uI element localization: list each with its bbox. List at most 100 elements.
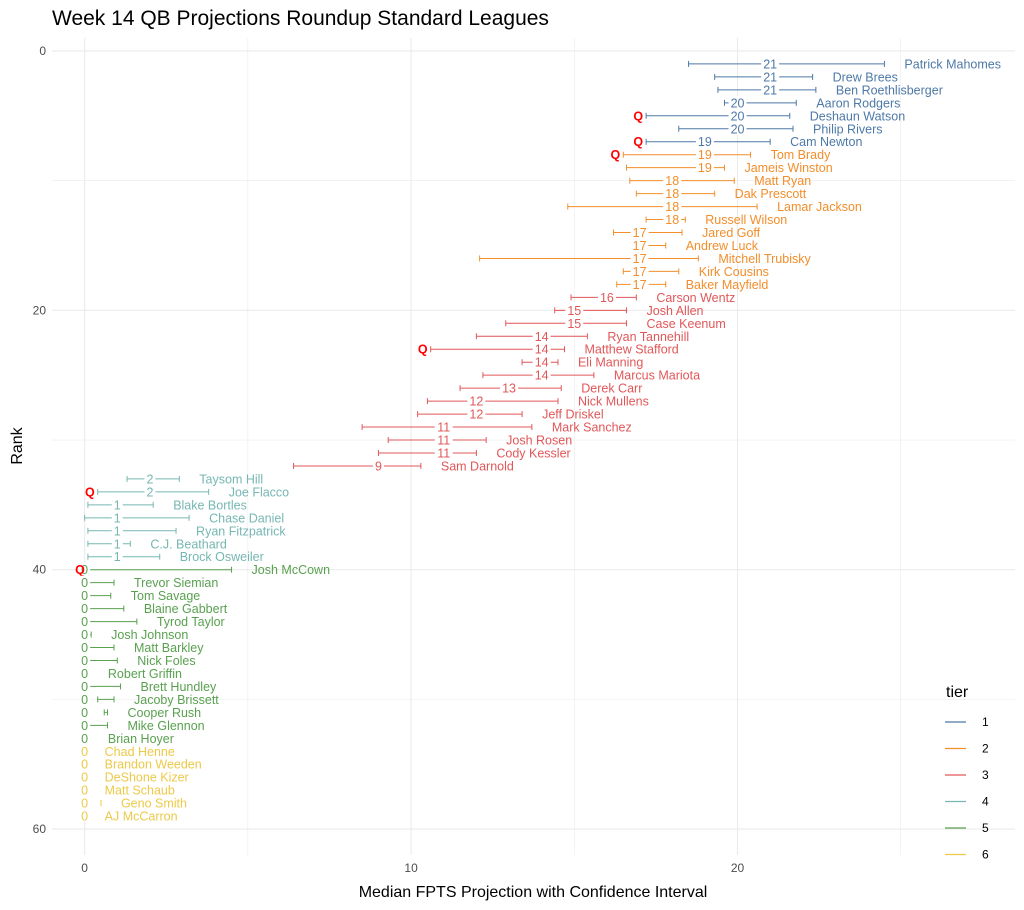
player-name-label: Matt Barkley [134,641,204,655]
data-point: 20 Aaron Rodgers [723,95,900,110]
value-label-bg [79,731,91,745]
legend-item: 1 [945,715,989,729]
player-name-label: Dak Prescott [735,187,807,201]
player-name-label: Ryan Tannehill [607,330,689,344]
value-label-bg [79,653,91,667]
data-point: 0 AJ McCarron [79,809,178,824]
data-point: 12 Nick Mullens [426,394,649,409]
data-point: 0 Nick Foles [79,653,196,668]
data-point: 11 Josh Rosen [387,433,572,448]
player-name-label: Case Keenum [647,317,726,331]
value-label: 0 [81,810,88,824]
player-name-label: Brandon Weeden [105,758,202,772]
value-label: 0 [81,589,88,603]
data-point: 21 Drew Brees [714,69,898,84]
value-label: 0 [81,784,88,798]
data-point: 0 Geno Smith [79,796,187,811]
value-label: 11 [437,446,450,460]
value-label: 0 [81,654,88,668]
player-name-label: Jacoby Brissett [134,693,219,707]
value-label-bg [79,770,91,784]
value-label: 20 [731,109,745,123]
value-label: 1 [114,524,121,538]
legend-item: 3 [945,768,989,782]
data-point: 17 Baker Mayfield [616,277,768,292]
data-point: 11 Mark Sanchez [361,420,632,435]
value-label-bg [663,173,682,187]
value-label: 17 [633,226,647,240]
data-point: 0 Mike Glennon [79,718,205,733]
value-label-bg [467,407,486,421]
data-point: 15 Josh Allen [554,303,704,318]
player-name-label: Josh Rosen [506,434,572,448]
value-label-bg [144,484,156,498]
player-name-label: Brian Hoyer [108,732,174,746]
player-name-label: Tyrod Taylor [157,615,225,629]
value-label-bg [434,445,453,459]
player-name-label: Russell Wilson [705,213,787,227]
data-point: 1 Brock Osweiler [87,549,264,564]
value-label-bg [79,614,91,628]
value-label-bg [434,433,453,447]
value-label: 18 [665,187,679,201]
value-label: 14 [535,343,549,357]
player-name-label: Matthew Stafford [585,343,679,357]
data-point: 16 Carson Wentz [570,290,735,305]
value-label-bg [761,56,780,70]
value-label-bg [79,744,91,758]
x-axis-title: Median FPTS Projection with Confidence I… [359,884,708,901]
data-point: 1 Chase Daniel [84,510,284,525]
value-label-bg [597,290,616,304]
data-point: 14 Eli Manning [521,355,643,370]
value-label: 18 [665,174,679,188]
value-label: 0 [81,758,88,772]
value-label-bg [79,588,91,602]
value-label-bg [79,783,91,797]
legend-item: 4 [945,795,989,809]
questionable-marker: Q [418,343,428,357]
data-point: 12 Jeff Driskel [417,407,604,422]
data-point: 17 Jared Goff [612,225,761,240]
player-name-label: Brett Hundley [141,680,217,694]
player-name-label: Philip Rivers [813,122,882,136]
value-label: 21 [763,57,777,71]
player-name-label: Ben Roethlisberger [836,83,943,97]
player-name-label: Mitchell Trubisky [718,252,811,266]
data-point: 15 Case Keenum [505,316,726,331]
value-label-bg [532,329,551,343]
value-label-bg [565,303,584,317]
value-label: 0 [81,602,88,616]
value-label: 19 [698,135,712,149]
value-label: 1 [114,537,121,551]
value-label-bg [663,199,682,213]
value-label: 15 [567,304,581,318]
y-tick-label: 40 [33,563,47,577]
value-label: 14 [535,356,549,370]
value-label: 17 [633,252,647,266]
value-label-bg [111,497,123,511]
y-tick-label: 60 [33,822,47,836]
player-name-label: Eli Manning [578,356,643,370]
player-name-label: Mark Sanchez [552,421,632,435]
value-label-bg [79,757,91,771]
value-label: 0 [81,693,88,707]
player-name-label: Trevor Siemian [134,576,218,590]
legend-label: 3 [982,768,989,782]
data-point: 1 C.J. Beathard [87,536,227,551]
value-label-bg [79,796,91,810]
player-name-label: Jameis Winston [744,161,832,175]
player-name-label: Sam Darnold [441,459,514,473]
value-label: 0 [81,797,88,811]
value-label: 0 [81,615,88,629]
data-point: 20 Philip Rivers [678,121,882,136]
value-label-bg [144,471,156,485]
player-name-label: Josh Johnson [111,628,188,642]
value-label: 19 [698,148,712,162]
data-point: 13 Derek Carr [459,381,642,396]
data-point: 0 Jacoby Brissett [79,692,219,707]
data-point: 0 Josh McCown Q [75,562,330,577]
value-label: 20 [731,96,745,110]
value-label-bg [111,549,123,563]
value-label: 19 [698,161,712,175]
